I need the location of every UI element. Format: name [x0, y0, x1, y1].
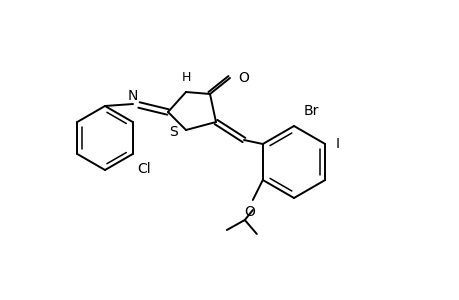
- Text: O: O: [237, 71, 248, 85]
- Text: N: N: [128, 89, 138, 103]
- Text: S: S: [169, 125, 178, 139]
- Text: Cl: Cl: [137, 162, 151, 176]
- Text: I: I: [335, 137, 338, 151]
- Text: Br: Br: [303, 104, 319, 118]
- Text: H: H: [181, 71, 190, 84]
- Text: O: O: [244, 205, 255, 219]
